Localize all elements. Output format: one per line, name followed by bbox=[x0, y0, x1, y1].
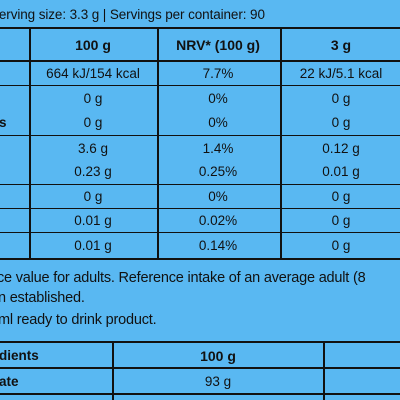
column-divider bbox=[29, 27, 31, 260]
table2-border-bottom bbox=[0, 393, 400, 395]
table-cell: 3.6 g bbox=[77, 141, 109, 156]
table-cell: 0 g bbox=[331, 91, 351, 106]
serving-info: Serving size: 3.3 g | Servings per conta… bbox=[0, 7, 265, 22]
table2-header-per-100g: 100 g bbox=[200, 348, 236, 364]
table-cell: 1.4% bbox=[202, 141, 234, 156]
table-cell: 0.01 g bbox=[322, 164, 360, 179]
table-cell: 0.01 g bbox=[74, 238, 112, 253]
row-divider bbox=[0, 208, 400, 209]
row-divider bbox=[0, 135, 400, 136]
table2-header-label: dients bbox=[0, 348, 39, 363]
table-cell: 0.01 g bbox=[74, 213, 112, 228]
table2-border-top bbox=[0, 341, 400, 343]
footnote-line: ml ready to drink product. bbox=[0, 312, 157, 328]
table-cell: 0 g bbox=[83, 189, 103, 204]
table-cell: 0.12 g bbox=[322, 141, 360, 156]
table-cell: 664 kJ/154 kcal bbox=[46, 66, 140, 81]
table2-row-label: ate bbox=[0, 374, 19, 389]
table-cell: 0% bbox=[208, 91, 228, 106]
table2-column-divider bbox=[323, 341, 325, 400]
row-divider bbox=[0, 184, 400, 185]
header-nrv: NRV* (100 g) bbox=[176, 37, 260, 53]
row-label: s bbox=[0, 115, 7, 130]
table-cell: 0.25% bbox=[198, 164, 238, 179]
header-per-serving: 3 g bbox=[330, 37, 352, 53]
column-divider bbox=[157, 27, 159, 260]
table-cell: 7.7% bbox=[202, 66, 234, 81]
header-per-100g: 100 g bbox=[75, 37, 111, 53]
table-cell: 0 g bbox=[331, 238, 351, 253]
table-cell: 0% bbox=[208, 115, 228, 130]
table-cell: 22 kJ/5.1 kcal bbox=[299, 66, 383, 81]
row-divider bbox=[0, 232, 400, 233]
table2-row-value: 93 g bbox=[204, 374, 232, 389]
table-border-bottom bbox=[0, 258, 400, 260]
table-cell: 0.02% bbox=[198, 213, 238, 228]
table2-column-divider bbox=[112, 341, 114, 400]
table-cell: 0.14% bbox=[198, 238, 238, 253]
row-divider bbox=[0, 85, 400, 86]
table-border-top bbox=[0, 27, 400, 29]
table-cell: 0 g bbox=[83, 115, 103, 130]
footnote-line: ce value for adults. Reference intake of… bbox=[0, 270, 366, 286]
table2-row-divider bbox=[0, 367, 400, 369]
table-cell: 0 g bbox=[331, 115, 351, 130]
table-cell: 0% bbox=[208, 189, 228, 204]
table-cell: 0.23 g bbox=[74, 164, 112, 179]
footnote-line: n established. bbox=[0, 290, 85, 306]
header-divider bbox=[0, 60, 400, 62]
table-cell: 0 g bbox=[83, 91, 103, 106]
table-cell: 0 g bbox=[331, 213, 351, 228]
column-divider bbox=[280, 27, 282, 260]
table-cell: 0 g bbox=[331, 189, 351, 204]
